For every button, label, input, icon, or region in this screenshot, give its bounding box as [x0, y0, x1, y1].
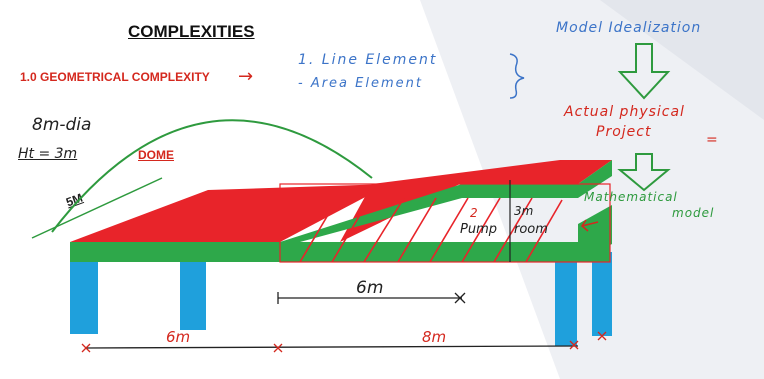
- pump-room-outline: [279, 183, 611, 263]
- pump-room-label-left: Pump: [460, 222, 497, 237]
- column-3: [555, 256, 577, 346]
- roof-slab: [70, 184, 390, 242]
- bottom-dimension-line: [85, 345, 579, 349]
- dome-arc: [51, 119, 373, 233]
- pump-room-index: 2: [470, 206, 478, 220]
- pump-room-label-right: room: [514, 222, 548, 237]
- dome-diameter-note: 8m-dia: [32, 115, 92, 135]
- section-heading: 1.0 GEOMETRICAL COMPLEXITY: [20, 70, 210, 84]
- element-item-line: 1. Line Element: [298, 52, 438, 68]
- flow-model: model: [672, 206, 715, 220]
- bottom-right-dimension-label: 8m: [422, 328, 447, 346]
- pump-room-arrow: [581, 219, 599, 232]
- pump-room-diagonal: [280, 184, 462, 242]
- pump-room-height-note: 3m: [514, 204, 534, 218]
- side-beam-lower: [578, 205, 612, 262]
- dome-height-note: Ht = 3m: [18, 146, 78, 162]
- main-beam: [70, 242, 610, 262]
- mid-dimension-label: 6m: [356, 278, 384, 298]
- bottom-left-dimension-label: 6m: [166, 328, 191, 346]
- flow-arrow-2: [617, 153, 671, 192]
- pump-room-upper-beam: [462, 184, 578, 198]
- flow-project: Project: [596, 124, 652, 140]
- column-2: [180, 262, 206, 330]
- element-item-area: - Area Element: [298, 76, 423, 91]
- flow-equals: =: [706, 132, 718, 148]
- page-title: COMPLEXITIES: [128, 22, 255, 41]
- dome-span-line: [31, 177, 163, 239]
- column-4: [592, 252, 612, 336]
- column-1: [70, 262, 98, 334]
- flow-model-idealization: Model Idealization: [556, 20, 702, 36]
- flow-arrow-1: [617, 43, 671, 100]
- heading-arrow: →: [238, 66, 254, 87]
- dome-label: DOME: [138, 148, 174, 162]
- pump-room-hatch: [299, 197, 563, 263]
- flow-actual-physical: Actual physical: [564, 104, 685, 120]
- flow-mathematical: Mathematical: [584, 190, 678, 204]
- pump-room-roof: [340, 160, 612, 242]
- side-beam: [578, 160, 612, 198]
